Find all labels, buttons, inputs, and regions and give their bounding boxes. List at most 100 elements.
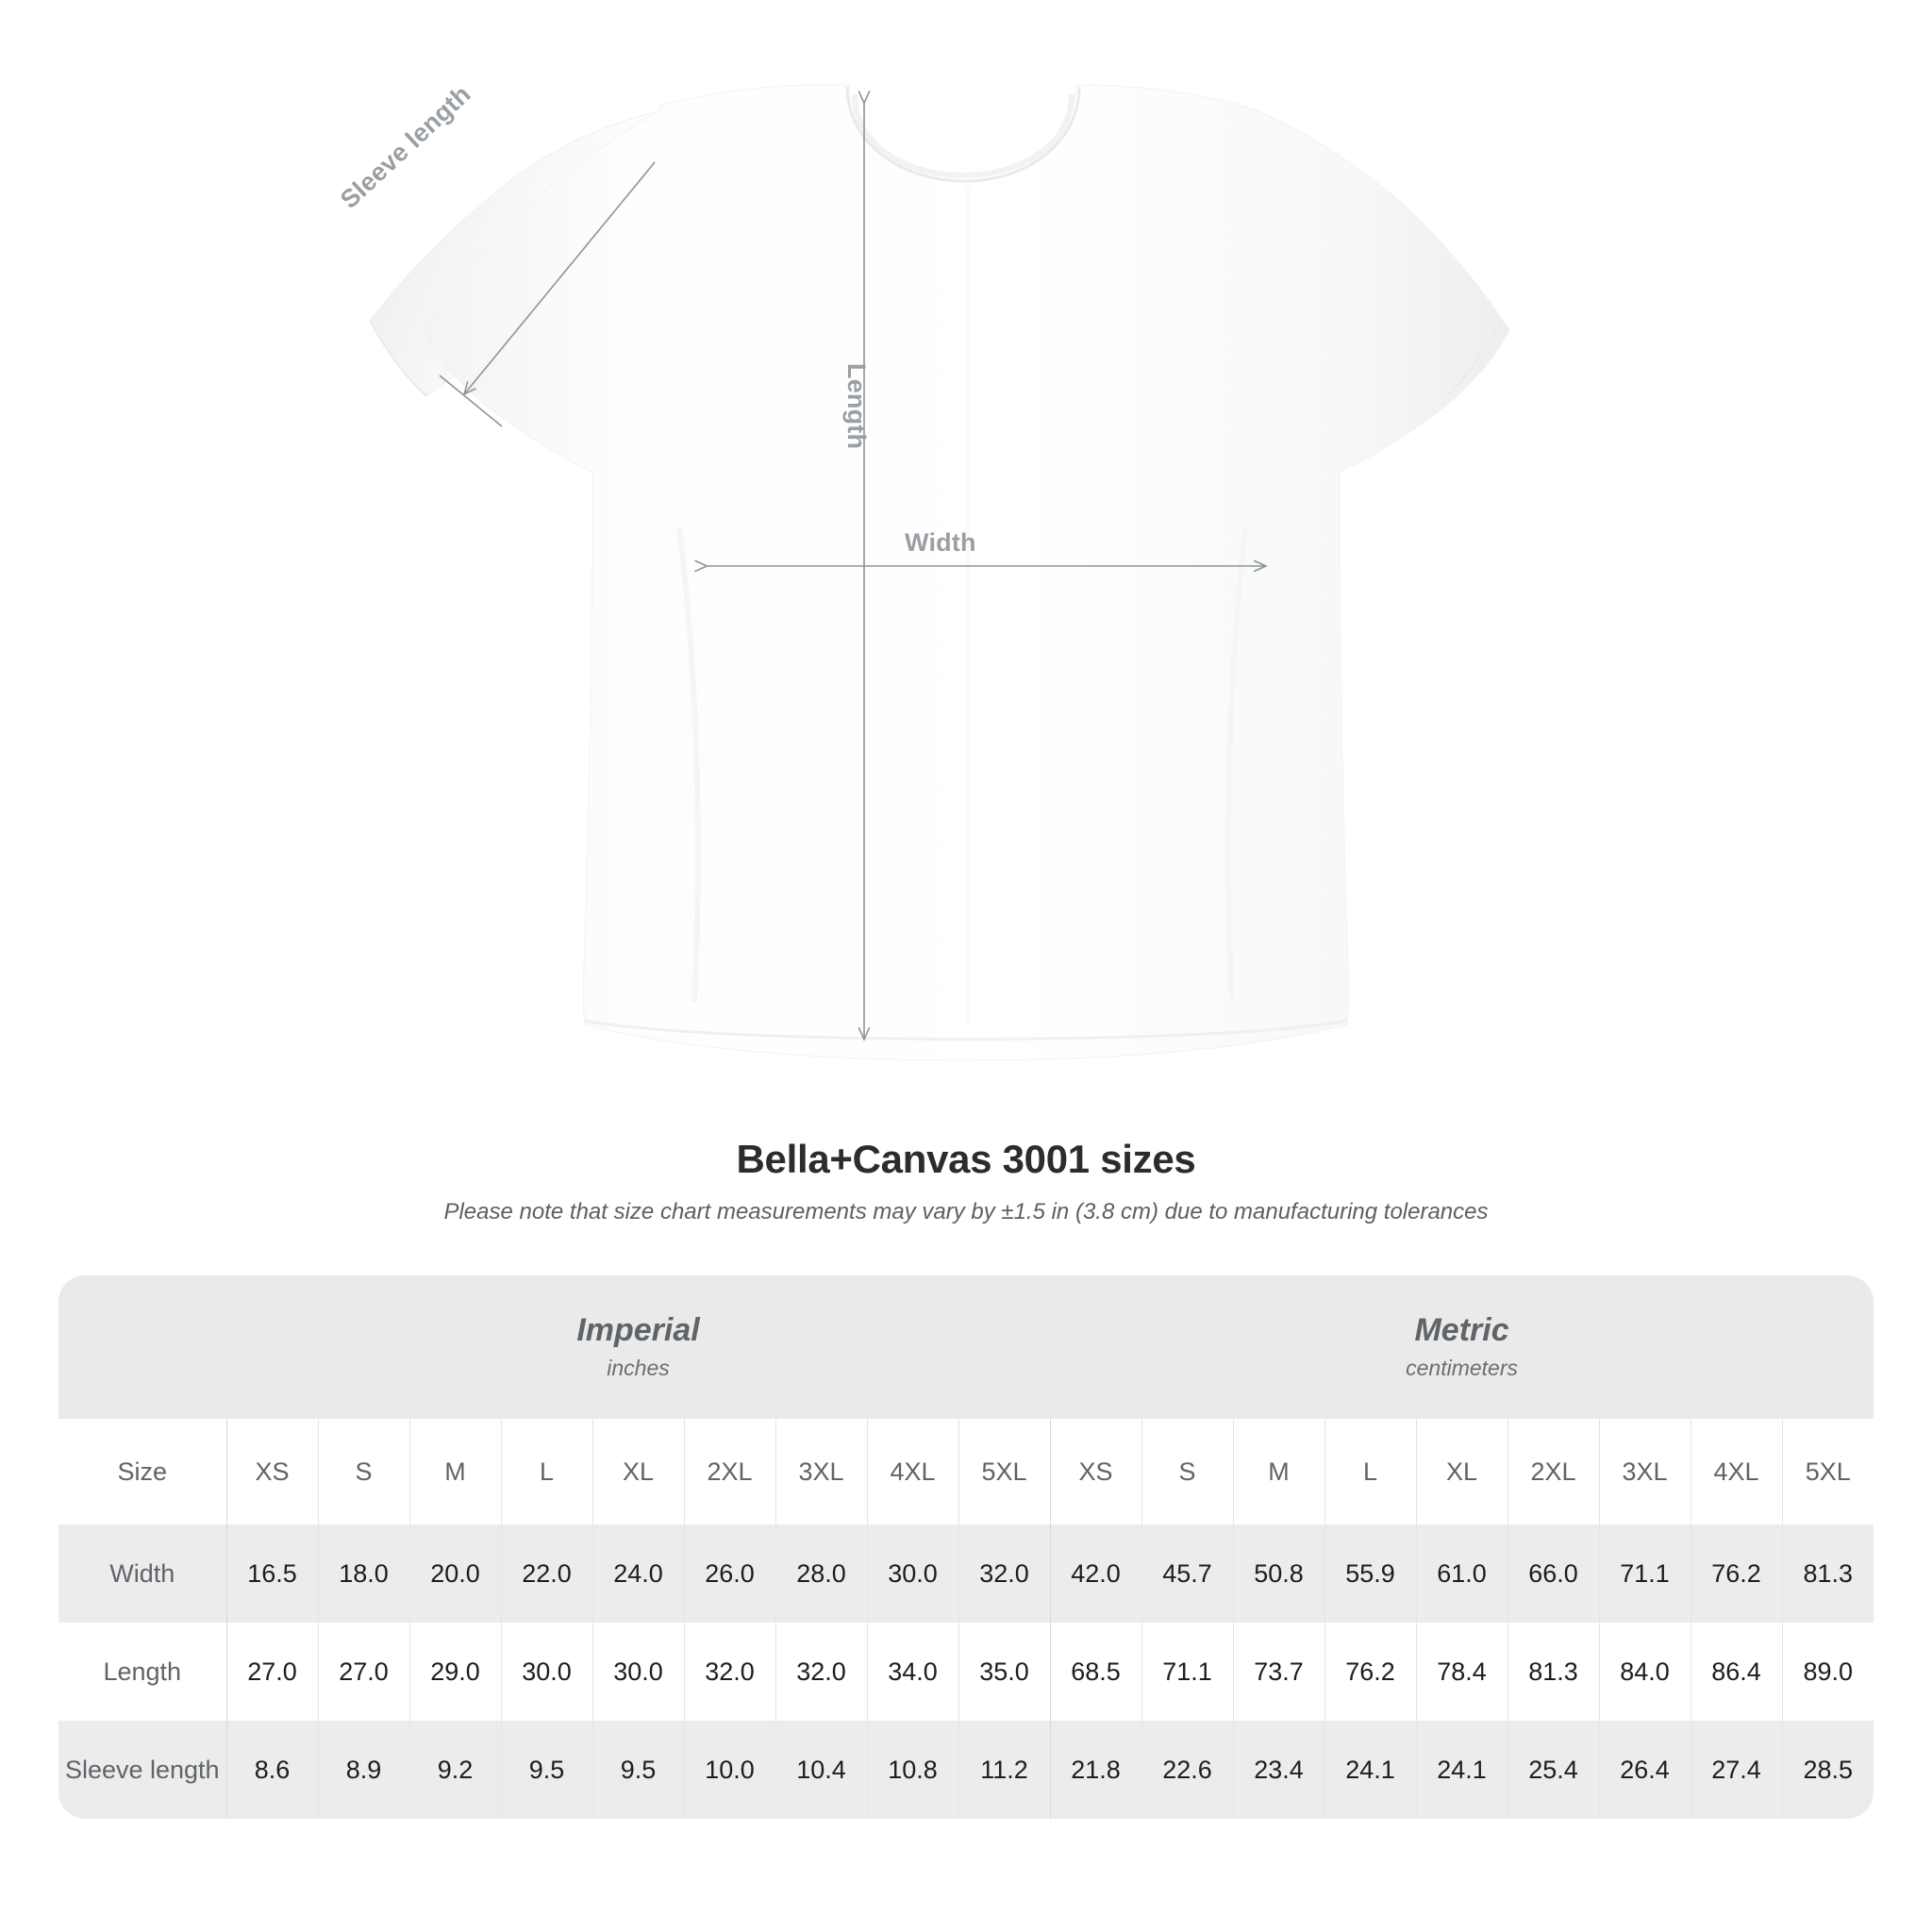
size-header-xl: XL [591, 1419, 684, 1524]
table-row: Sleeve length 8.6 8.9 9.2 9.5 9.5 10.0 10.4 10.8… [58, 1721, 1874, 1819]
size-chart-table: Imperial inches Metric centimeters Size XS S M L… [58, 1275, 1874, 1819]
size-header-2xl: 2XL [683, 1419, 775, 1524]
cell-length-metric-4xl: 86.4 [1690, 1623, 1783, 1721]
cell-sleeve-length-metric-xs: 21.8 [1049, 1721, 1142, 1819]
size-header-xs: XS [225, 1419, 318, 1524]
cell-width-imperial-4xl: 30.0 [866, 1524, 958, 1623]
unit-group-imperial: Imperial inches [226, 1275, 1051, 1419]
cell-sleeve-length-imperial-3xl: 10.4 [774, 1721, 867, 1819]
cell-sleeve-length-metric-s: 22.6 [1141, 1721, 1234, 1819]
sleeve-measure-line [464, 161, 656, 394]
table-row: Length 27.0 27.0 29.0 30.0 30.0 32.0 32.0 34.0 35… [58, 1623, 1874, 1721]
cell-sleeve-length-imperial-s: 8.9 [317, 1721, 409, 1819]
unit-group-name: Metric [1414, 1311, 1509, 1348]
cell-sleeve-length-metric-m: 23.4 [1232, 1721, 1325, 1819]
size-header-xl: XL [1415, 1419, 1508, 1524]
unit-group-metric: Metric centimeters [1050, 1275, 1874, 1419]
unit-group-subtitle: centimeters [1406, 1356, 1518, 1381]
size-chart-table-container: Imperial inches Metric centimeters Size XS S M L… [58, 1275, 1874, 1819]
cell-width-imperial-m: 20.0 [408, 1524, 501, 1623]
cell-width-metric-m: 50.8 [1232, 1524, 1325, 1623]
cell-width-imperial-s: 18.0 [317, 1524, 409, 1623]
cell-width-metric-2xl: 66.0 [1507, 1524, 1600, 1623]
row-label-sleeve-length: Sleeve length [58, 1721, 226, 1819]
cell-width-metric-3xl: 71.1 [1598, 1524, 1691, 1623]
cell-length-imperial-4xl: 34.0 [866, 1623, 958, 1721]
length-label: Length [842, 363, 871, 450]
cell-sleeve-length-metric-xl: 24.1 [1415, 1721, 1508, 1819]
cell-length-metric-s: 71.1 [1141, 1623, 1234, 1721]
cell-sleeve-length-metric-2xl: 25.4 [1507, 1721, 1600, 1819]
size-header-4xl: 4XL [866, 1419, 958, 1524]
cell-width-imperial-xs: 16.5 [225, 1524, 318, 1623]
cell-length-metric-xl: 78.4 [1415, 1623, 1508, 1721]
cell-sleeve-length-imperial-2xl: 10.0 [683, 1721, 775, 1819]
size-header-l: L [500, 1419, 592, 1524]
size-header-4xl: 4XL [1690, 1419, 1783, 1524]
cell-sleeve-length-metric-5xl: 28.5 [1781, 1721, 1874, 1819]
size-header-m: M [408, 1419, 501, 1524]
cell-length-imperial-l: 30.0 [500, 1623, 592, 1721]
size-header-s: S [1141, 1419, 1234, 1524]
cell-width-metric-l: 55.9 [1324, 1524, 1417, 1623]
cell-length-metric-xs: 68.5 [1049, 1623, 1142, 1721]
size-header-3xl: 3XL [1598, 1419, 1691, 1524]
title-block: Bella+Canvas 3001 sizes Please note that… [0, 1137, 1932, 1225]
sleeve-measure-tick [439, 375, 503, 427]
cell-width-metric-xl: 61.0 [1415, 1524, 1508, 1623]
tshirt-shape [369, 84, 1510, 1061]
row-label-width: Width [58, 1524, 226, 1623]
cell-width-metric-xs: 42.0 [1049, 1524, 1142, 1623]
cell-sleeve-length-imperial-xs: 8.6 [225, 1721, 318, 1819]
cell-length-imperial-xs: 27.0 [225, 1623, 318, 1721]
cell-length-metric-3xl: 84.0 [1598, 1623, 1691, 1721]
cell-width-metric-s: 45.7 [1141, 1524, 1234, 1623]
cell-length-imperial-2xl: 32.0 [683, 1623, 775, 1721]
cell-length-imperial-s: 27.0 [317, 1623, 409, 1721]
size-header-2xl: 2XL [1507, 1419, 1600, 1524]
cell-sleeve-length-metric-3xl: 26.4 [1598, 1721, 1691, 1819]
cell-width-imperial-3xl: 28.0 [774, 1524, 867, 1623]
cell-sleeve-length-metric-4xl: 27.4 [1690, 1721, 1783, 1819]
cell-sleeve-length-imperial-xl: 9.5 [591, 1721, 684, 1819]
cell-sleeve-length-metric-l: 24.1 [1324, 1721, 1417, 1819]
cell-width-imperial-2xl: 26.0 [683, 1524, 775, 1623]
page-title: Bella+Canvas 3001 sizes [736, 1137, 1196, 1181]
row-label-length: Length [58, 1623, 226, 1721]
cell-sleeve-length-imperial-m: 9.2 [408, 1721, 501, 1819]
tshirt-diagram: Sleeve length Length Width [335, 80, 1510, 1061]
unit-group-subtitle: inches [607, 1356, 670, 1381]
cell-length-metric-l: 76.2 [1324, 1623, 1417, 1721]
unit-row-spacer [58, 1275, 226, 1419]
cell-length-imperial-xl: 30.0 [591, 1623, 684, 1721]
size-header-m: M [1232, 1419, 1325, 1524]
unit-group-name: Imperial [576, 1311, 700, 1348]
cell-sleeve-length-imperial-5xl: 11.2 [958, 1721, 1051, 1819]
size-header-l: L [1324, 1419, 1417, 1524]
width-label: Width [905, 528, 976, 557]
cell-sleeve-length-imperial-4xl: 10.8 [866, 1721, 958, 1819]
tshirt-illustration [369, 84, 1510, 1061]
cell-width-imperial-5xl: 32.0 [958, 1524, 1051, 1623]
size-header-label: Size [58, 1419, 226, 1524]
size-header-xs: XS [1049, 1419, 1142, 1524]
size-header-5xl: 5XL [1781, 1419, 1874, 1524]
cell-length-metric-5xl: 89.0 [1781, 1623, 1874, 1721]
cell-width-imperial-l: 22.0 [500, 1524, 592, 1623]
cell-length-imperial-5xl: 35.0 [958, 1623, 1051, 1721]
size-header-row: Size XS S M L XL 2XL 3XL 4XL 5XL XS S M L XL 2XL 3XL 4XL 5… [58, 1419, 1874, 1524]
cell-sleeve-length-imperial-l: 9.5 [500, 1721, 592, 1819]
cell-length-metric-m: 73.7 [1232, 1623, 1325, 1721]
cell-length-metric-2xl: 81.3 [1507, 1623, 1600, 1721]
cell-width-metric-5xl: 81.3 [1781, 1524, 1874, 1623]
cell-length-imperial-3xl: 32.0 [774, 1623, 867, 1721]
cell-length-imperial-m: 29.0 [408, 1623, 501, 1721]
table-row: Width 16.5 18.0 20.0 22.0 24.0 26.0 28.0 30.0 32.… [58, 1524, 1874, 1623]
measurement-lines [439, 102, 1266, 1040]
size-header-3xl: 3XL [774, 1419, 867, 1524]
size-header-5xl: 5XL [958, 1419, 1051, 1524]
cell-width-metric-4xl: 76.2 [1690, 1524, 1783, 1623]
size-header-s: S [317, 1419, 409, 1524]
page-subtitle: Please note that size chart measurements… [443, 1199, 1489, 1224]
unit-group-row: Imperial inches Metric centimeters [58, 1275, 1874, 1419]
